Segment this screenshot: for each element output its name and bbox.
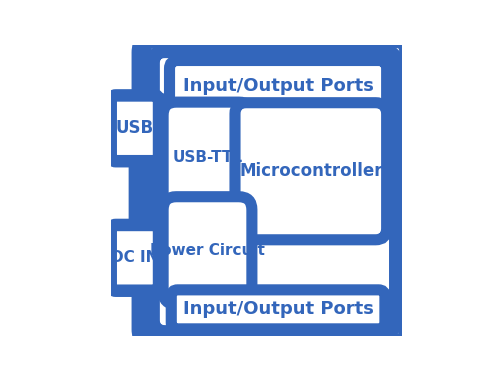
Text: Input/Output Ports: Input/Output Ports [182, 301, 374, 318]
Text: USB-TTL: USB-TTL [172, 150, 242, 165]
Text: Power Circuit: Power Circuit [150, 243, 265, 258]
FancyBboxPatch shape [153, 51, 396, 332]
FancyBboxPatch shape [170, 60, 386, 112]
FancyBboxPatch shape [110, 95, 159, 161]
FancyBboxPatch shape [172, 290, 385, 329]
FancyBboxPatch shape [169, 288, 387, 331]
Text: Microcontroller: Microcontroller [239, 162, 382, 180]
Text: Input/Output Ports: Input/Output Ports [182, 77, 374, 95]
FancyBboxPatch shape [163, 102, 252, 213]
FancyBboxPatch shape [235, 103, 386, 240]
FancyBboxPatch shape [142, 38, 409, 344]
Text: DC IN: DC IN [111, 250, 158, 265]
FancyBboxPatch shape [168, 59, 388, 114]
FancyBboxPatch shape [135, 99, 164, 291]
FancyBboxPatch shape [163, 197, 252, 304]
FancyBboxPatch shape [110, 225, 159, 291]
Text: USB: USB [116, 119, 154, 137]
